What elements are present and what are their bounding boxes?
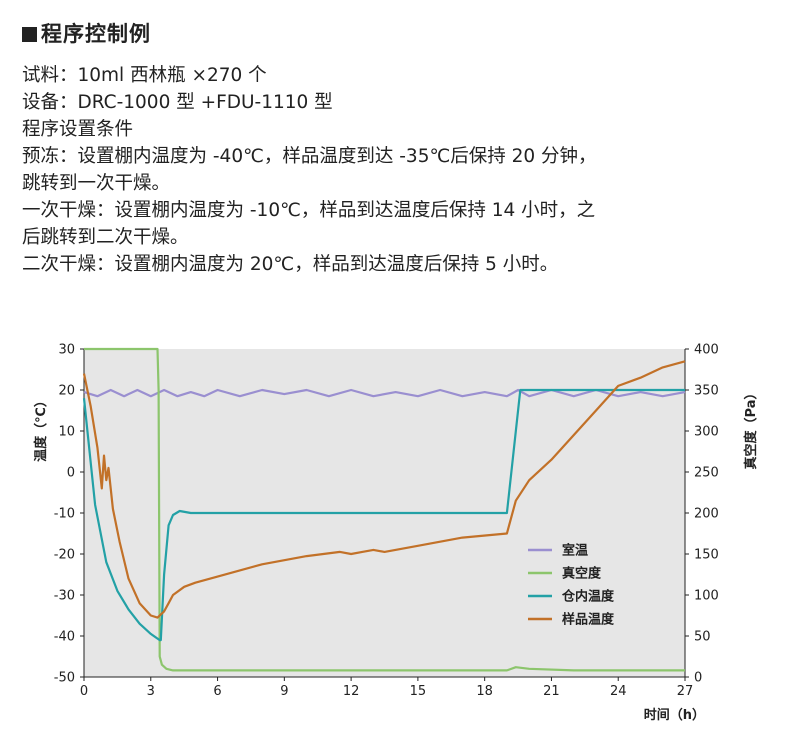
x-tick-label: 12 bbox=[343, 684, 360, 699]
desc-line: 跳转到一次干燥。 bbox=[22, 173, 171, 194]
x-tick-label: 15 bbox=[410, 684, 427, 699]
desc-line: 程序设置条件 bbox=[22, 119, 134, 140]
legend-label: 室温 bbox=[562, 543, 588, 559]
x-tick-label: 21 bbox=[543, 684, 560, 699]
y-right-tick-label: 400 bbox=[694, 343, 719, 358]
desc-line: 一次干燥：设置棚内温度为 -10℃，样品到达温度后保持 14 小时，之 bbox=[22, 200, 596, 221]
y-right-tick-label: 0 bbox=[694, 671, 702, 686]
desc-line: 二次干燥：设置棚内温度为 20℃，样品到达温度后保持 5 小时。 bbox=[22, 254, 559, 275]
y-left-tick-label: -30 bbox=[54, 589, 75, 604]
y-left-tick-label: 30 bbox=[58, 343, 75, 358]
y-right-tick-label: 300 bbox=[694, 425, 719, 440]
legend-label: 仓内温度 bbox=[561, 589, 615, 605]
y-left-tick-label: -20 bbox=[54, 548, 75, 563]
y-right-tick-label: 250 bbox=[694, 466, 719, 481]
series-line-2 bbox=[84, 347, 685, 672]
y-right-tick-label: 350 bbox=[694, 384, 719, 399]
heading-text: 程序控制例 bbox=[41, 22, 151, 46]
desc-line: 设备：DRC-1000 型 +FDU-1110 型 bbox=[22, 92, 333, 113]
x-tick-label: 27 bbox=[677, 684, 694, 699]
y-right-tick-label: 100 bbox=[694, 589, 719, 604]
x-tick-label: 24 bbox=[610, 684, 627, 699]
y-left-tick-label: -50 bbox=[54, 671, 75, 686]
y-left-tick-label: 10 bbox=[58, 425, 75, 440]
y-right-tick-label: 200 bbox=[694, 507, 719, 522]
x-tick-label: 18 bbox=[476, 684, 493, 699]
series-line-1 bbox=[83, 388, 686, 398]
section-heading: 程序控制例 bbox=[22, 18, 151, 48]
description-block: 试料：10ml 西林瓶 ×270 个 设备：DRC-1000 型 +FDU-11… bbox=[22, 62, 782, 278]
x-tick-label: 9 bbox=[280, 684, 288, 699]
desc-line: 试料：10ml 西林瓶 ×270 个 bbox=[22, 65, 267, 86]
desc-line: 后跳转到二次干燥。 bbox=[22, 227, 189, 248]
series-line-4 bbox=[82, 360, 686, 619]
x-axis-label: 时间（h） bbox=[644, 707, 705, 723]
legend-label: 样品温度 bbox=[562, 612, 615, 628]
y-left-tick-label: 20 bbox=[58, 384, 75, 399]
y-left-tick-label: -40 bbox=[54, 630, 75, 645]
x-tick-label: 0 bbox=[80, 684, 88, 699]
y-left-tick-label: -10 bbox=[54, 507, 75, 522]
series-line-3 bbox=[82, 388, 685, 642]
y-right-tick-label: 150 bbox=[694, 548, 719, 563]
x-tick-label: 3 bbox=[147, 684, 155, 699]
desc-line: 预冻：设置棚内温度为 -40℃，样品温度到达 -35℃后保持 20 分钟， bbox=[22, 146, 597, 167]
legend-label: 真空度 bbox=[562, 566, 602, 582]
line-chart: 0 3 6 9 12 15 18 21 24 273020100-10-20-30-40-5040… bbox=[33, 343, 759, 724]
y-right-tick-label: 50 bbox=[694, 630, 711, 645]
y-right-axis-label: 真空度（Pa） bbox=[743, 387, 759, 470]
y-left-axis-label: 温度（℃） bbox=[33, 394, 49, 462]
y-left-tick-label: 0 bbox=[67, 466, 75, 481]
x-tick-label: 6 bbox=[213, 684, 221, 699]
square-bullet-icon bbox=[22, 27, 37, 42]
